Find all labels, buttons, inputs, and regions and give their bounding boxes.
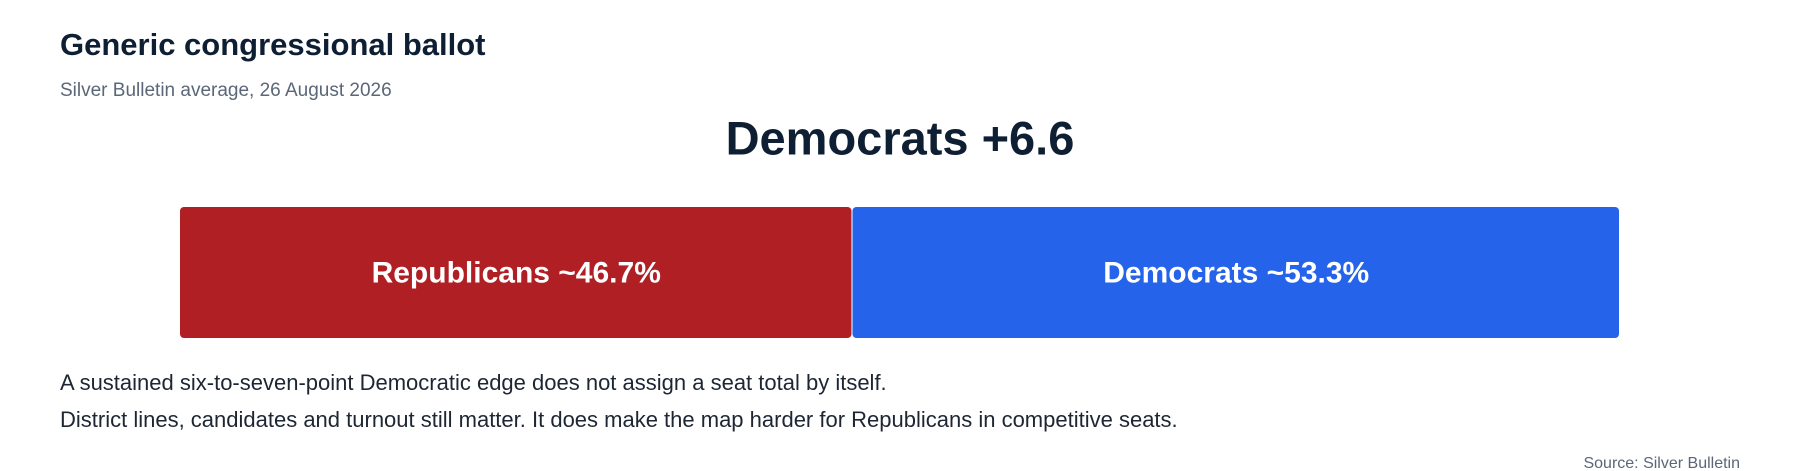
bar-label: Democrats ~53.3% xyxy=(1103,256,1369,289)
bar-segment xyxy=(180,207,852,338)
bar-label: Republicans ~46.7% xyxy=(372,256,661,289)
headline: Democrats +6.6 xyxy=(726,111,1075,164)
bar-segment xyxy=(852,207,1619,338)
source: Source: Silver Bulletin xyxy=(1583,455,1740,471)
chart-subtitle: Silver Bulletin average, 26 August 2026 xyxy=(60,80,392,101)
note: A sustained six-to-seven-point Democrati… xyxy=(60,370,887,395)
chart-title: Generic congressional ballot xyxy=(60,27,486,62)
note: District lines, candidates and turnout s… xyxy=(60,407,1178,432)
